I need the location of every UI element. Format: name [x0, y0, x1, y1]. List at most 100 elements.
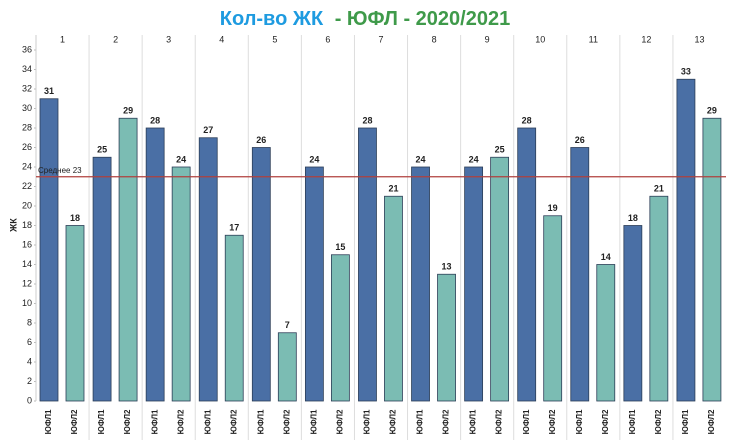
bar [649, 195, 669, 402]
y-tick-label: 4 [27, 356, 32, 366]
bar [358, 127, 377, 402]
y-tick-label: 0 [27, 395, 32, 405]
value-label: 28 [522, 115, 532, 125]
group-label: 10 [535, 34, 545, 44]
title-part: Кол-во ЖК [220, 8, 324, 30]
bar [39, 98, 59, 402]
group-label: 7 [378, 34, 383, 44]
bar [118, 117, 138, 402]
value-label: 26 [256, 135, 266, 145]
bar [570, 147, 590, 402]
bar-label: ЮФЛ1 [97, 409, 106, 434]
bar [464, 166, 484, 402]
y-tick-label: 8 [27, 317, 32, 327]
bar [198, 137, 218, 402]
bar-label: ЮФЛ2 [389, 409, 398, 434]
bar-label: ЮФЛ2 [707, 409, 716, 434]
value-label: 25 [495, 145, 505, 155]
bar [411, 166, 430, 402]
bar-label: ЮФЛ2 [335, 409, 344, 434]
value-label: 26 [575, 135, 585, 145]
bar-label: ЮФЛ2 [70, 409, 79, 434]
y-tick-label: 32 [22, 83, 32, 93]
value-label: 33 [681, 67, 691, 77]
group-label: 12 [641, 34, 651, 44]
bar [330, 254, 350, 402]
bar-label: ЮФЛ2 [548, 409, 557, 434]
bar-label: ЮФЛ1 [416, 409, 425, 434]
value-label: 7 [285, 320, 290, 330]
bar [490, 156, 510, 402]
value-label: 29 [123, 106, 133, 116]
value-label: 13 [442, 262, 452, 272]
y-tick-label: 14 [22, 259, 32, 269]
average-label: Среднее 23 [38, 166, 82, 175]
y-tick-label: 6 [27, 337, 32, 347]
y-tick-label: 2 [27, 376, 32, 386]
bar [676, 78, 696, 402]
bar-label: ЮФЛ1 [522, 409, 531, 434]
y-tick-label: 28 [22, 122, 32, 132]
group-label: 8 [432, 34, 437, 44]
bar [304, 166, 324, 402]
bar [437, 273, 456, 402]
bar-label: ЮФЛ2 [282, 409, 291, 434]
value-label: 17 [229, 223, 239, 233]
bar [224, 234, 244, 402]
value-label: 24 [469, 154, 479, 164]
value-label: 27 [203, 125, 213, 135]
bar-label: ЮФЛ2 [601, 409, 610, 434]
bar [65, 225, 85, 402]
bar-label: ЮФЛ1 [628, 409, 637, 434]
bar [92, 156, 112, 402]
bar-label: ЮФЛ1 [469, 409, 478, 434]
bar [517, 127, 537, 402]
group-label: 6 [325, 34, 330, 44]
y-tick-label: 12 [22, 278, 32, 288]
group-label: 13 [694, 34, 704, 44]
bar-label: ЮФЛ1 [44, 409, 53, 434]
value-label: 19 [548, 203, 558, 213]
bar-label: ЮФЛ1 [575, 409, 584, 434]
value-label: 15 [335, 242, 345, 252]
value-label: 14 [601, 252, 611, 262]
group-label: 1 [60, 34, 65, 44]
group-label: 11 [589, 34, 598, 44]
value-label: 28 [150, 115, 160, 125]
bar [596, 264, 616, 402]
value-label: 25 [97, 145, 107, 155]
value-label: 18 [628, 213, 638, 223]
group-label: 4 [219, 34, 224, 44]
bar-label: ЮФЛ1 [150, 409, 159, 434]
value-label: 24 [309, 154, 319, 164]
group-label: 9 [485, 34, 490, 44]
y-tick-label: 20 [22, 200, 32, 210]
bar-label: ЮФЛ2 [229, 409, 238, 434]
y-tick-label: 30 [22, 103, 32, 113]
bar-label: ЮФЛ2 [123, 409, 132, 434]
value-label: 24 [416, 154, 426, 164]
bar-label: ЮФЛ2 [176, 409, 185, 434]
value-label: 21 [388, 184, 398, 194]
bar-label: ЮФЛ1 [681, 409, 690, 434]
y-tick-label: 22 [22, 181, 32, 191]
value-label: 21 [654, 184, 664, 194]
bar [251, 147, 271, 402]
bar-label: ЮФЛ1 [203, 409, 212, 434]
bar-label: ЮФЛ1 [256, 409, 265, 434]
bar-label: ЮФЛ2 [495, 409, 504, 434]
bar [277, 332, 297, 402]
bar [384, 195, 403, 402]
title-part: - ЮФЛ - 2020/2021 [335, 8, 511, 30]
y-tick-label: 34 [22, 64, 32, 74]
y-tick-label: 18 [22, 220, 32, 230]
value-label: 18 [70, 213, 80, 223]
bar [702, 117, 722, 402]
value-label: 28 [362, 115, 372, 125]
bar [171, 166, 191, 402]
chart-title: Кол-во ЖК - ЮФЛ - 2020/2021 [220, 8, 510, 30]
y-tick-label: 36 [22, 44, 32, 54]
bar [543, 215, 563, 402]
y-tick-label: 10 [22, 298, 32, 308]
